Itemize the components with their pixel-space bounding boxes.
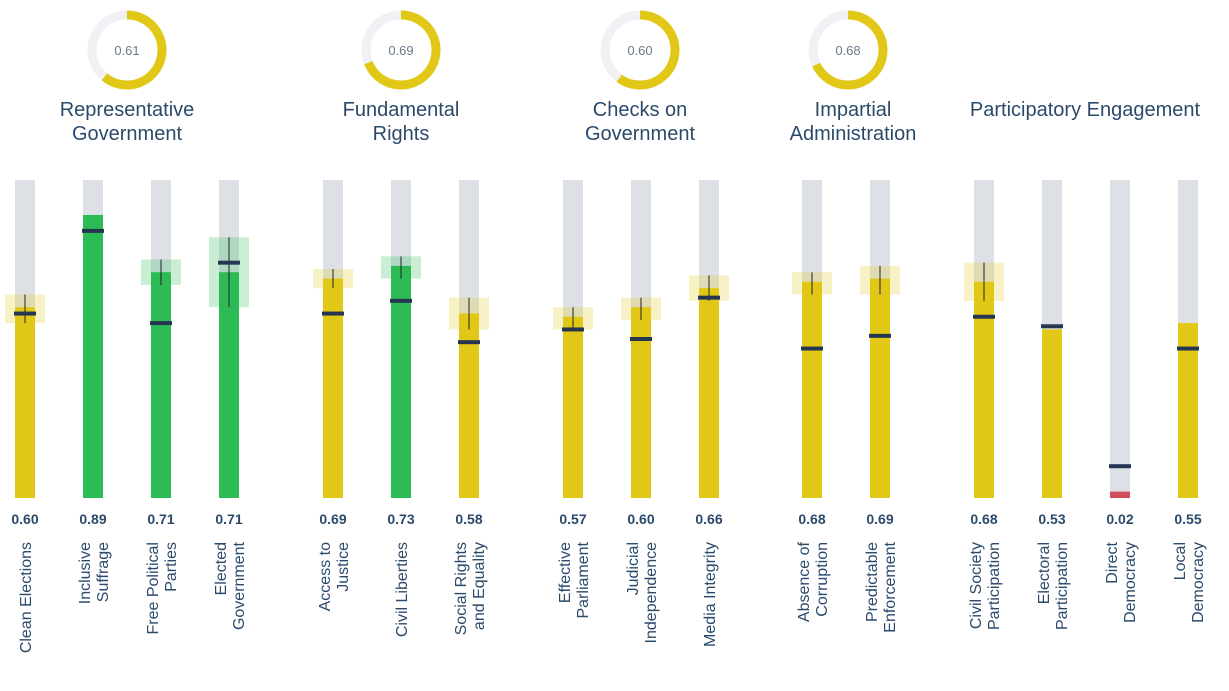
item-label: Enforcement	[882, 541, 899, 632]
item-label: and Equality	[471, 542, 488, 630]
value-label: 0.53	[1038, 511, 1065, 527]
marker	[630, 337, 652, 341]
donut-label: 0.69	[388, 43, 413, 58]
item-label: Parties	[163, 542, 180, 592]
bar	[323, 278, 343, 498]
item-label: Justice	[335, 542, 352, 592]
bar	[802, 281, 822, 498]
bar	[1178, 323, 1198, 498]
item-label: Parliament	[575, 541, 592, 618]
item-label: Absence of	[796, 541, 813, 622]
item-label: Access to	[317, 542, 334, 611]
bar	[974, 281, 994, 498]
bar-track	[1110, 180, 1130, 498]
group-title: Participatory Engagement	[970, 99, 1201, 121]
marker	[698, 295, 720, 300]
marker	[973, 314, 995, 319]
donut-arc	[87, 10, 167, 90]
bar	[219, 272, 239, 498]
bar	[151, 272, 171, 498]
group-title: Fundamental	[343, 99, 460, 121]
marker	[322, 311, 344, 316]
item-label: Democracy	[1190, 542, 1207, 623]
bar	[391, 265, 411, 498]
donut-label: 0.61	[114, 43, 139, 58]
value-label: 0.69	[866, 511, 893, 527]
value-label: 0.69	[319, 511, 346, 527]
group-title: Impartial	[815, 99, 892, 121]
bar	[83, 214, 103, 499]
value-label: 0.68	[798, 511, 825, 527]
donut-label: 0.68	[835, 43, 860, 58]
marker	[14, 311, 36, 316]
group-title: Rights	[373, 123, 430, 145]
donut-arc	[361, 10, 441, 90]
item-label: Judicial	[625, 542, 642, 595]
donut-arc	[600, 10, 680, 90]
item-label: Democracy	[1122, 542, 1139, 623]
marker	[82, 228, 104, 233]
bar	[870, 278, 890, 498]
group-title: Government	[585, 123, 695, 145]
item-label: Electoral	[1036, 542, 1053, 604]
item-label: Suffrage	[95, 542, 112, 602]
group-title: Administration	[790, 123, 917, 145]
value-label: 0.89	[79, 511, 106, 527]
item-label: Civil Society	[968, 542, 985, 629]
value-label: 0.68	[970, 511, 997, 527]
item-label: Elected	[213, 542, 230, 595]
value-label: 0.71	[147, 511, 174, 527]
bar	[1042, 329, 1062, 498]
value-label: 0.60	[627, 511, 654, 527]
marker	[869, 333, 891, 338]
marker	[801, 346, 823, 351]
value-label: 0.60	[11, 511, 38, 527]
value-label: 0.55	[1174, 511, 1201, 527]
item-label: Participation	[986, 542, 1003, 630]
item-label: Social Rights	[453, 542, 470, 635]
value-label: 0.66	[695, 511, 722, 527]
bar	[699, 288, 719, 498]
marker	[1041, 324, 1063, 329]
bar	[459, 313, 479, 498]
value-label: 0.58	[455, 511, 482, 527]
marker	[1109, 464, 1131, 469]
item-label: Effective	[557, 542, 574, 603]
item-label: Inclusive	[77, 542, 94, 604]
value-label: 0.57	[559, 511, 586, 527]
item-label: Direct	[1104, 541, 1121, 583]
bar	[563, 316, 583, 498]
value-label: 0.02	[1106, 511, 1133, 527]
bar	[15, 307, 35, 498]
marker	[390, 298, 412, 303]
item-label: Media Integrity	[702, 542, 719, 647]
value-label: 0.73	[387, 511, 414, 527]
item-label: Clean Elections	[18, 542, 35, 653]
item-label: Independence	[643, 542, 660, 644]
item-label: Local	[1172, 542, 1189, 580]
item-label: Civil Liberties	[394, 542, 411, 637]
value-label: 0.71	[215, 511, 242, 527]
group-title: Representative	[60, 99, 195, 121]
item-label: Government	[231, 541, 248, 630]
donut-arc	[808, 10, 888, 90]
marker	[218, 260, 240, 265]
marker	[562, 327, 584, 332]
item-label: Participation	[1054, 542, 1071, 630]
group-title: Checks on	[593, 99, 688, 121]
donut-label: 0.60	[627, 43, 652, 58]
group-title: Government	[72, 123, 182, 145]
bar	[1110, 491, 1130, 498]
marker	[150, 321, 172, 326]
item-label: Predictable	[864, 542, 881, 622]
item-label: Free Political	[145, 542, 162, 634]
item-label: Corruption	[814, 542, 831, 617]
marker	[458, 340, 480, 345]
bar	[631, 307, 651, 498]
marker	[1177, 346, 1199, 351]
